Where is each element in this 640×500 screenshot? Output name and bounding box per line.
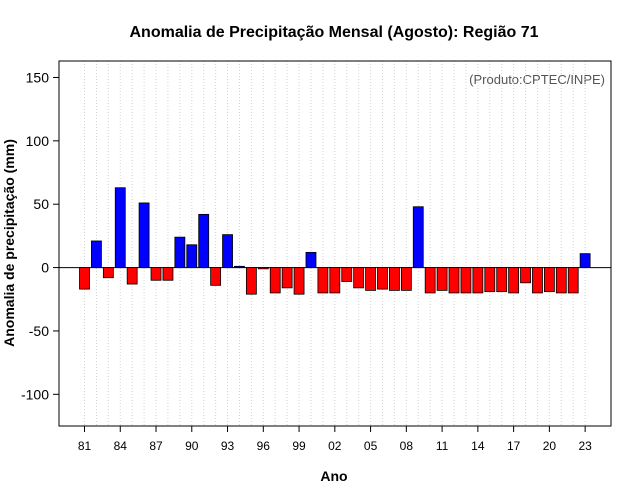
y-tick-label: 0 xyxy=(41,260,49,276)
bar-2008 xyxy=(400,267,412,291)
bar-2009 xyxy=(412,206,424,268)
bar-1987 xyxy=(150,267,162,281)
bar-2002 xyxy=(329,267,341,294)
x-tick-label: 90 xyxy=(185,439,199,453)
bar-2020 xyxy=(543,267,555,293)
bar-2015 xyxy=(484,267,496,293)
bar-2000 xyxy=(305,251,317,268)
x-tick-label: 14 xyxy=(471,439,485,453)
bar-2007 xyxy=(389,267,400,291)
bar-1997 xyxy=(269,267,281,294)
bar-1999 xyxy=(293,267,305,295)
bar-2018 xyxy=(520,267,531,284)
bar-1996 xyxy=(257,267,269,270)
y-tick-label: 100 xyxy=(26,133,50,149)
y-tick-label: -100 xyxy=(21,386,49,402)
bar-1990 xyxy=(186,244,198,268)
bar-1982 xyxy=(91,240,102,268)
bar-1995 xyxy=(245,267,257,295)
bar-2022 xyxy=(567,267,579,294)
bar-2017 xyxy=(508,267,520,294)
x-tick-label: 84 xyxy=(114,439,128,453)
bar-1998 xyxy=(281,267,293,289)
bar-1991 xyxy=(198,213,210,268)
x-axis-title: Ano xyxy=(320,468,347,484)
y-tick-label: 150 xyxy=(26,69,50,85)
bar-1981 xyxy=(79,267,90,290)
bar-2010 xyxy=(424,267,436,294)
bar-1983 xyxy=(102,267,114,279)
x-tick-label: 96 xyxy=(257,439,271,453)
bar-2014 xyxy=(472,267,484,294)
x-tick-label: 23 xyxy=(578,439,592,453)
plot-frame xyxy=(58,60,612,427)
bar-2004 xyxy=(353,267,365,289)
bar-1992 xyxy=(210,267,222,286)
grid xyxy=(84,61,586,426)
x-tick-label: 20 xyxy=(543,439,557,453)
bar-1988 xyxy=(162,267,174,281)
x-tick-label: 87 xyxy=(149,439,163,453)
bar-2021 xyxy=(555,267,567,294)
x-tick-label: 17 xyxy=(507,439,521,453)
y-axis: 150 100 50 0 -50 -100 xyxy=(21,69,59,402)
bar-2013 xyxy=(460,267,472,294)
x-tick-label: 81 xyxy=(78,439,92,453)
bar-1993 xyxy=(222,234,233,268)
x-tick-label: 05 xyxy=(364,439,378,453)
bar-1986 xyxy=(138,202,150,268)
x-axis: 81 84 87 90 93 96 99 02 05 08 11 14 17 20 23 xyxy=(78,426,592,453)
bar-1984 xyxy=(114,187,126,268)
bar-2012 xyxy=(448,267,460,294)
bars xyxy=(79,187,591,295)
bar-1985 xyxy=(126,267,138,285)
x-tick-label: 11 xyxy=(436,439,449,453)
bar-2023 xyxy=(579,253,591,268)
bar-2001 xyxy=(317,267,329,294)
bar-2006 xyxy=(377,267,388,290)
bar-2011 xyxy=(436,267,448,291)
bar-2019 xyxy=(532,267,543,294)
bar-2003 xyxy=(341,267,353,282)
bar-2016 xyxy=(496,267,508,293)
x-tick-label: 99 xyxy=(292,439,306,453)
x-tick-label: 02 xyxy=(328,439,342,453)
y-tick-label: -50 xyxy=(29,323,49,339)
bar-1989 xyxy=(174,236,186,268)
y-axis-title: Anomalia de precipitação (mm) xyxy=(1,139,17,347)
y-tick-label: 50 xyxy=(33,196,49,212)
bar-1994 xyxy=(234,265,245,268)
x-tick-label: 08 xyxy=(400,439,414,453)
chart-title: Anomalia de Precipitação Mensal (Agosto)… xyxy=(130,24,539,41)
x-tick-label: 93 xyxy=(221,439,235,453)
bar-2005 xyxy=(365,267,376,291)
